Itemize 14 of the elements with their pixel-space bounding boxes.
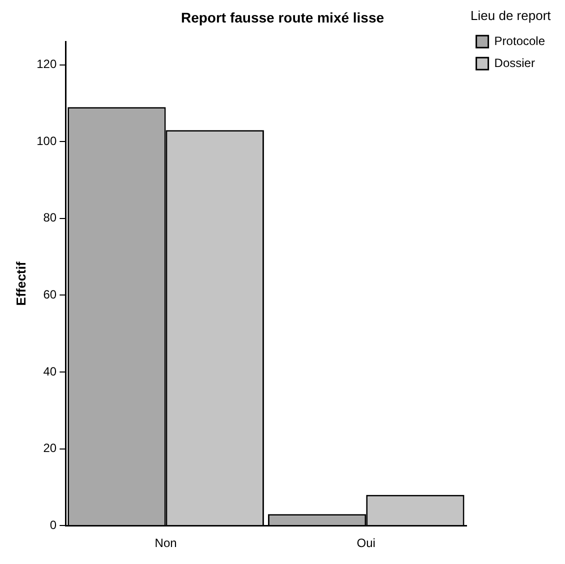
y-tick-label: 80 (43, 210, 57, 225)
x-tick-label: Non (154, 536, 177, 550)
legend-label: Dossier (494, 56, 535, 70)
x-tick-label: Oui (356, 536, 376, 550)
y-tick-label: 20 (43, 441, 57, 456)
y-tick-label: 40 (43, 364, 57, 378)
legend-title: Lieu de report (470, 8, 552, 24)
y-tick-label: 60 (43, 288, 57, 302)
y-tick-label: 0 (50, 518, 57, 532)
chart-title: Report fausse route mixé lisse (180, 9, 384, 26)
y-axis-title: Effectif (13, 261, 28, 306)
y-tick-label: 120 (36, 57, 57, 72)
y-tick-label: 100 (36, 134, 57, 148)
legend-label: Protocole (494, 34, 546, 48)
